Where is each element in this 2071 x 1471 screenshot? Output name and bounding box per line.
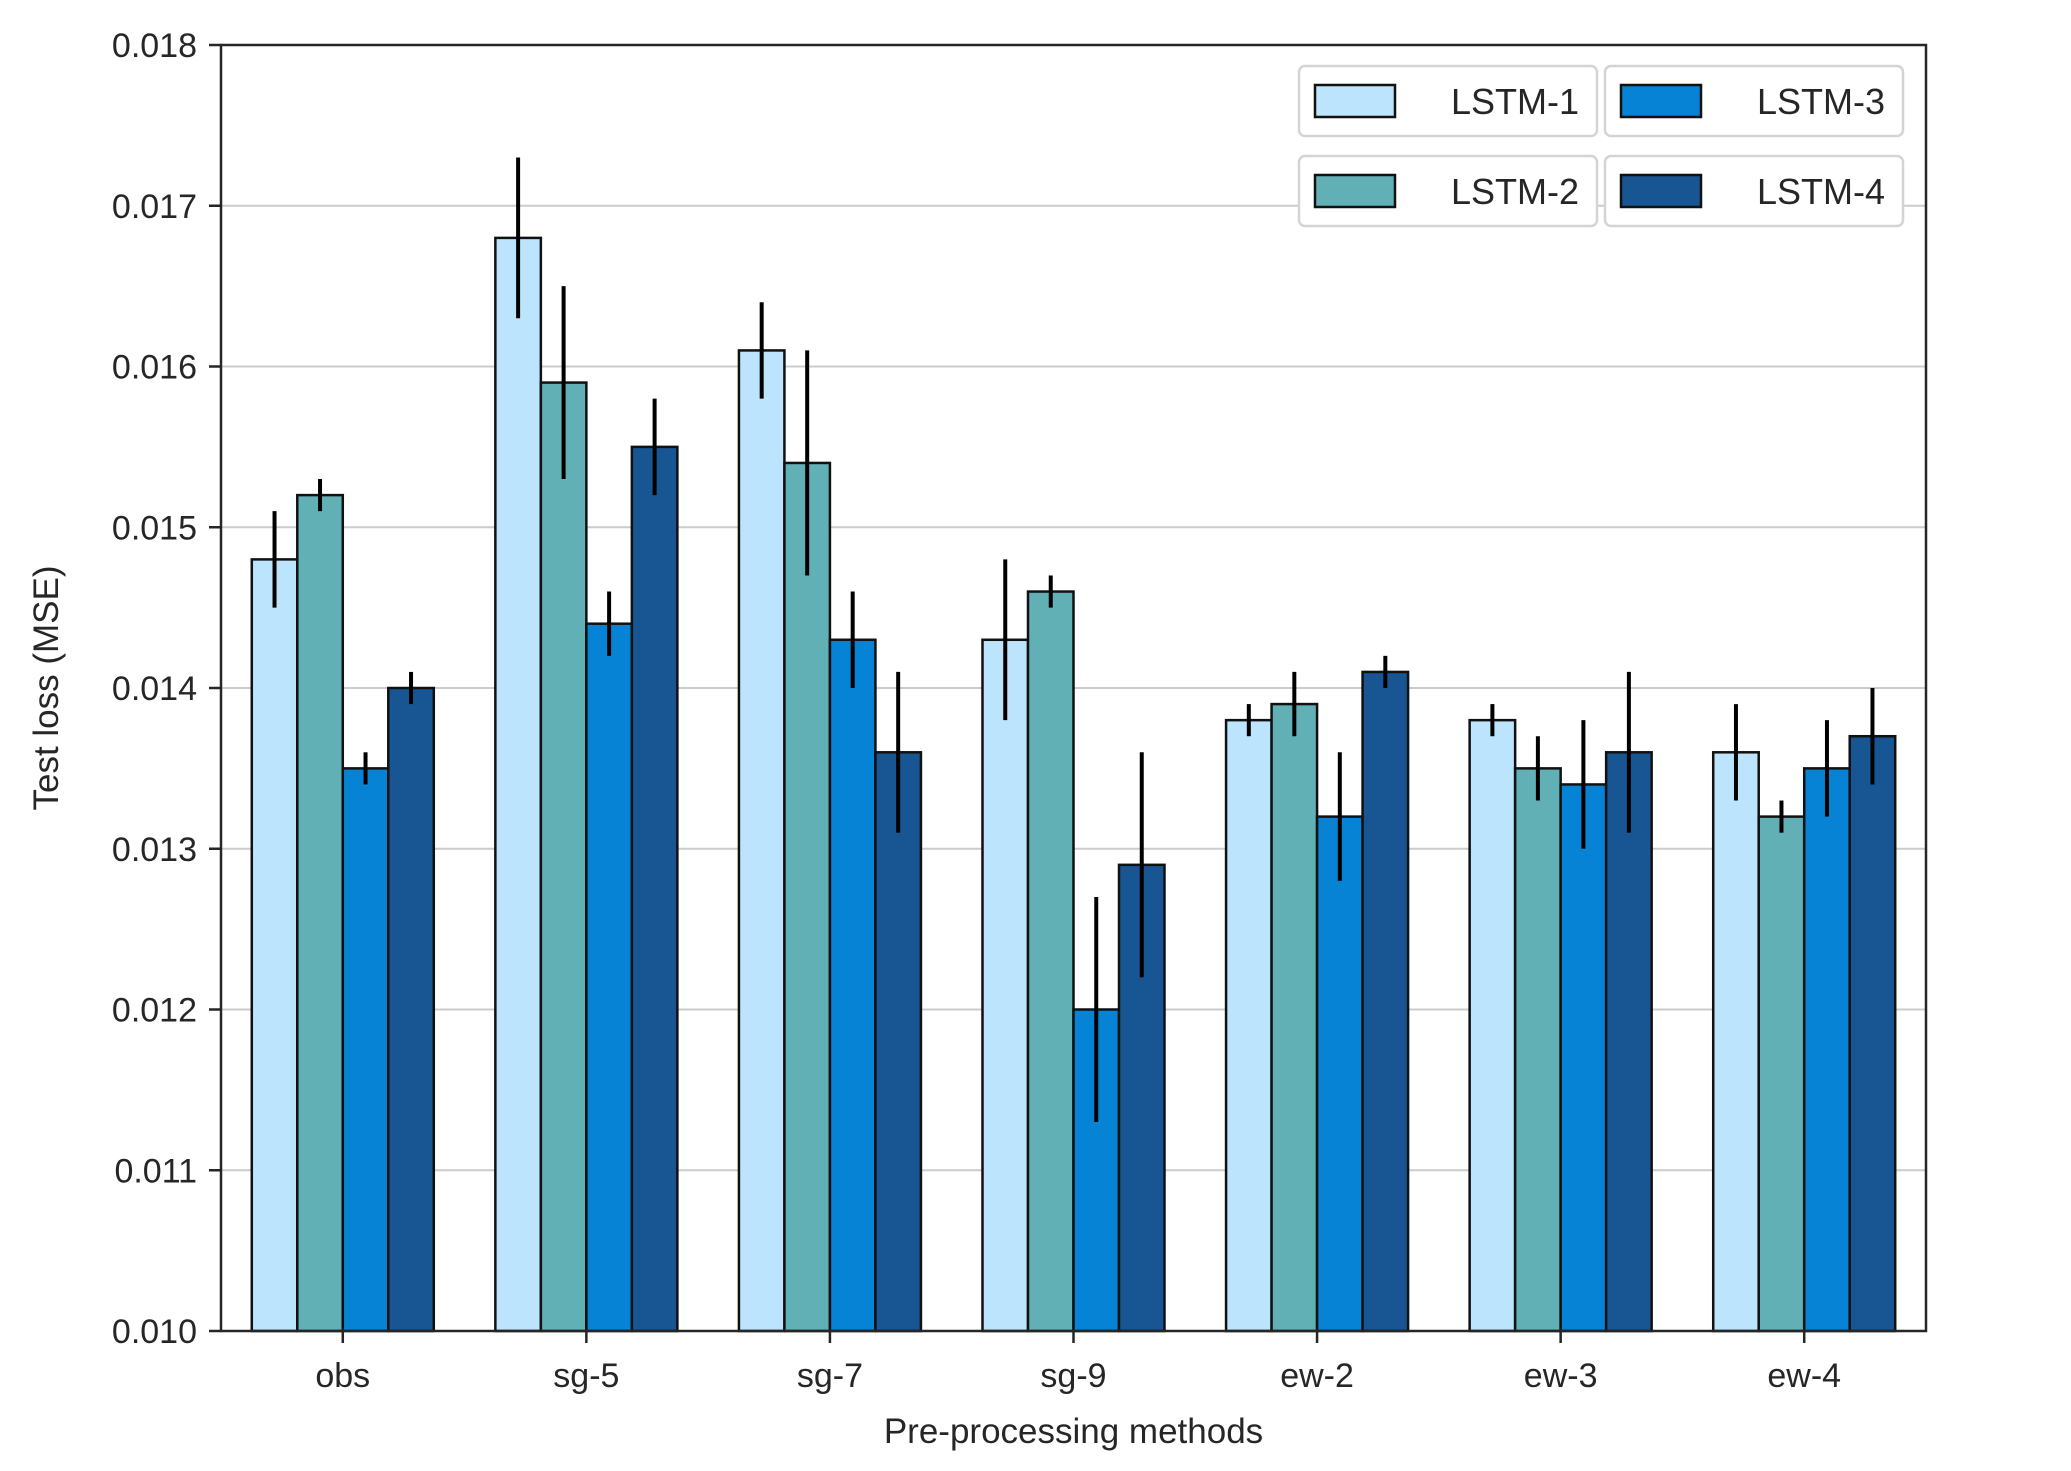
x-tick-label: sg-5: [553, 1357, 619, 1395]
legend-item-lstm-3: LSTM-3: [1603, 64, 1905, 138]
bar-lstm-4-obs: [387, 686, 436, 1333]
x-axis: obs sg-5 sg-7 sg-9 ew-2 ew-3 ew-4: [315, 1331, 1841, 1395]
bar-lstm-1-sg-9: [981, 638, 1030, 1333]
y-axis-label: Test loss (MSE): [27, 565, 66, 810]
bar-lstm-2-sg-9: [1026, 590, 1075, 1333]
y-tick-label: 0.015: [112, 509, 197, 547]
x-tick-label: ew-3: [1524, 1357, 1598, 1395]
bar-lstm-4-ew-2: [1361, 670, 1410, 1333]
legend-frame: [1603, 154, 1905, 228]
y-tick-label: 0.018: [112, 27, 197, 65]
legend-item-lstm-1: LSTM-1: [1297, 64, 1599, 138]
legend-item-lstm-4: LSTM-4: [1603, 154, 1905, 228]
y-tick-label: 0.013: [112, 831, 197, 869]
bar-lstm-1-ew-2: [1224, 718, 1273, 1333]
bar-lstm-1-ew-3: [1468, 718, 1517, 1333]
bar-lstm-4-ew-4: [1848, 734, 1897, 1333]
legend-swatch: [1313, 173, 1397, 209]
bar-lstm-2-ew-3: [1513, 767, 1562, 1333]
bar-lstm-2-sg-5: [539, 381, 588, 1333]
bar-lstm-3-sg-7: [828, 638, 877, 1333]
bar-lstm-3-ew-4: [1802, 767, 1851, 1333]
bars: [250, 236, 1897, 1333]
x-axis-label: Pre-processing methods: [884, 1412, 1263, 1451]
y-axis: 0.010 0.011 0.012 0.013 0.014 0.015 0.016 0.017…: [112, 27, 221, 1351]
legend-label: LSTM-1: [1451, 81, 1579, 122]
legend-label: LSTM-4: [1757, 171, 1885, 212]
bar-lstm-3-ew-2: [1315, 815, 1364, 1333]
bar-lstm-3-ew-3: [1559, 783, 1608, 1333]
legend-frame: [1297, 64, 1599, 138]
x-tick-label: sg-9: [1040, 1357, 1106, 1395]
bar-lstm-2-ew-2: [1270, 702, 1319, 1333]
bar-lstm-1-ew-4: [1711, 751, 1760, 1333]
legend-swatch: [1313, 83, 1397, 119]
legend-frame: [1297, 154, 1599, 228]
bar-lstm-1-obs: [250, 558, 299, 1333]
y-tick-label: 0.012: [112, 992, 197, 1030]
bar-lstm-3-obs: [341, 767, 390, 1333]
legend: LSTM-1 LSTM-2 LSTM-3 LSTM-4: [1297, 64, 1905, 228]
y-tick-label: 0.017: [112, 188, 197, 226]
x-tick-label: ew-2: [1280, 1357, 1354, 1395]
bar-lstm-4-ew-3: [1604, 751, 1653, 1333]
legend-frame: [1603, 64, 1905, 138]
bar-lstm-2-obs: [296, 493, 345, 1333]
legend-label: LSTM-3: [1757, 81, 1885, 122]
legend-swatch: [1619, 83, 1703, 119]
x-tick-label: ew-4: [1767, 1357, 1841, 1395]
y-tick-label: 0.011: [114, 1152, 197, 1190]
error-bars: [272, 157, 1875, 1123]
bar-lstm-4-sg-7: [874, 751, 923, 1333]
bar-lstm-2-ew-4: [1757, 815, 1806, 1333]
bar-lstm-1-sg-7: [737, 349, 786, 1333]
legend-swatch: [1619, 173, 1703, 209]
bar-lstm-2-sg-7: [783, 461, 832, 1333]
y-tick-label: 0.010: [112, 1313, 197, 1351]
y-tick-label: 0.016: [112, 349, 197, 387]
legend-label: LSTM-2: [1451, 171, 1579, 212]
bar-lstm-4-sg-5: [630, 445, 679, 1333]
x-tick-label: sg-7: [797, 1357, 863, 1395]
x-tick-label: obs: [315, 1357, 370, 1395]
legend-item-lstm-2: LSTM-2: [1297, 154, 1599, 228]
bar-lstm-1-sg-5: [494, 236, 543, 1333]
bar-lstm-3-sg-5: [585, 622, 634, 1333]
y-tick-label: 0.014: [112, 670, 197, 708]
